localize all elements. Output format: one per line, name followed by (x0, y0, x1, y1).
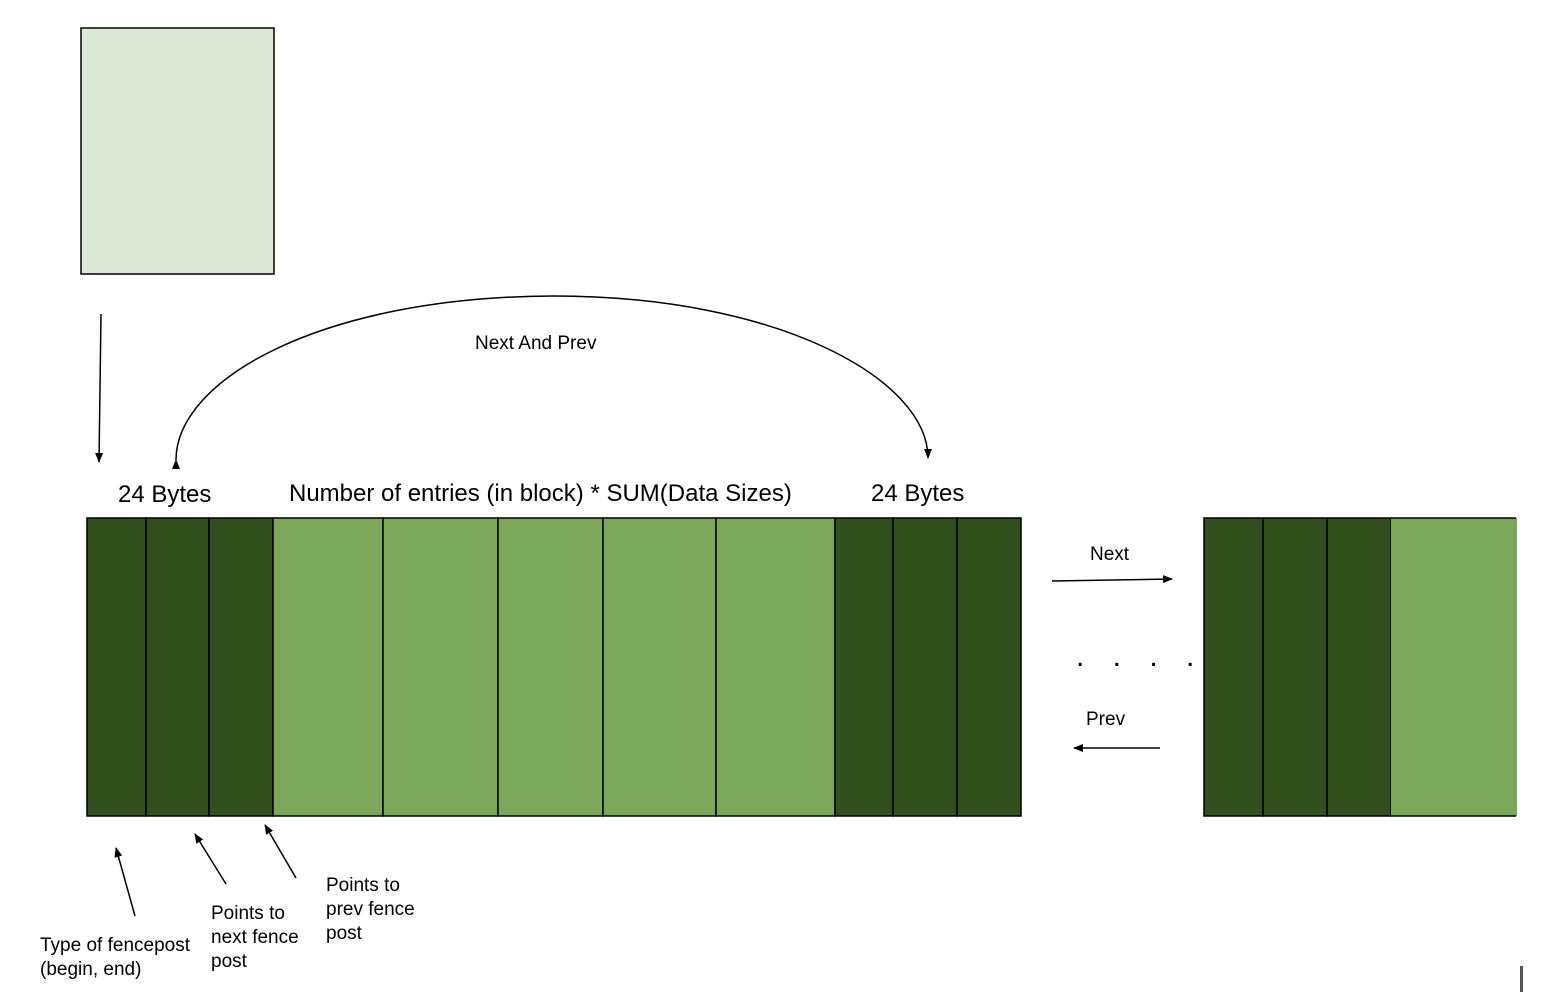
next-block-data-cell (1391, 518, 1517, 816)
left-fencepost-next-cell (145, 517, 210, 817)
ellipsis: . . . . (1076, 640, 1205, 673)
right-fencepost-next-cell (892, 517, 958, 817)
memory-block (86, 517, 1022, 817)
next-arrow-label: Next (1090, 544, 1130, 565)
curve-arrow-label: Next And Prev (475, 333, 597, 354)
data-entry-cell (382, 517, 499, 817)
next-prev-curve-arrow (171, 295, 932, 470)
next-block-fencepost-type-cell (1203, 517, 1264, 817)
left-fencepost-prev-cell (208, 517, 274, 817)
left-header-size-label: 24 Bytes (118, 481, 212, 508)
left-fencepost-type-cell (86, 517, 147, 817)
fence-next-label: Points to next fence post (211, 903, 299, 972)
data-entry-cell (715, 517, 836, 817)
next-block-fencepost-next-cell (1262, 517, 1328, 817)
header-block (80, 27, 275, 275)
next-memory-block (1203, 517, 1517, 817)
right-fencepost-type-cell (834, 517, 894, 817)
fence-type-arrow (114, 847, 136, 917)
fence-next-arrow (194, 833, 227, 885)
data-entry-cell (497, 517, 604, 817)
right-fencepost-prev-cell (956, 517, 1022, 817)
data-entry-cell (602, 517, 717, 817)
next-block-fencepost-prev-cell (1326, 517, 1392, 817)
prev-arrow-label: Prev (1086, 709, 1126, 730)
right-header-size-label: 24 Bytes (871, 480, 965, 507)
fence-prev-label: Points to prev fence post (326, 875, 415, 944)
fence-prev-arrow (264, 824, 297, 879)
next-arrow (1051, 575, 1173, 584)
data-size-label: Number of entries (in block) * SUM(Data … (289, 480, 792, 507)
header-pointer-arrow (95, 313, 104, 463)
fence-type-label: Type of fencepost (begin, end) (40, 935, 190, 980)
edge-mark (1520, 966, 1523, 992)
data-entry-cell (272, 517, 384, 817)
